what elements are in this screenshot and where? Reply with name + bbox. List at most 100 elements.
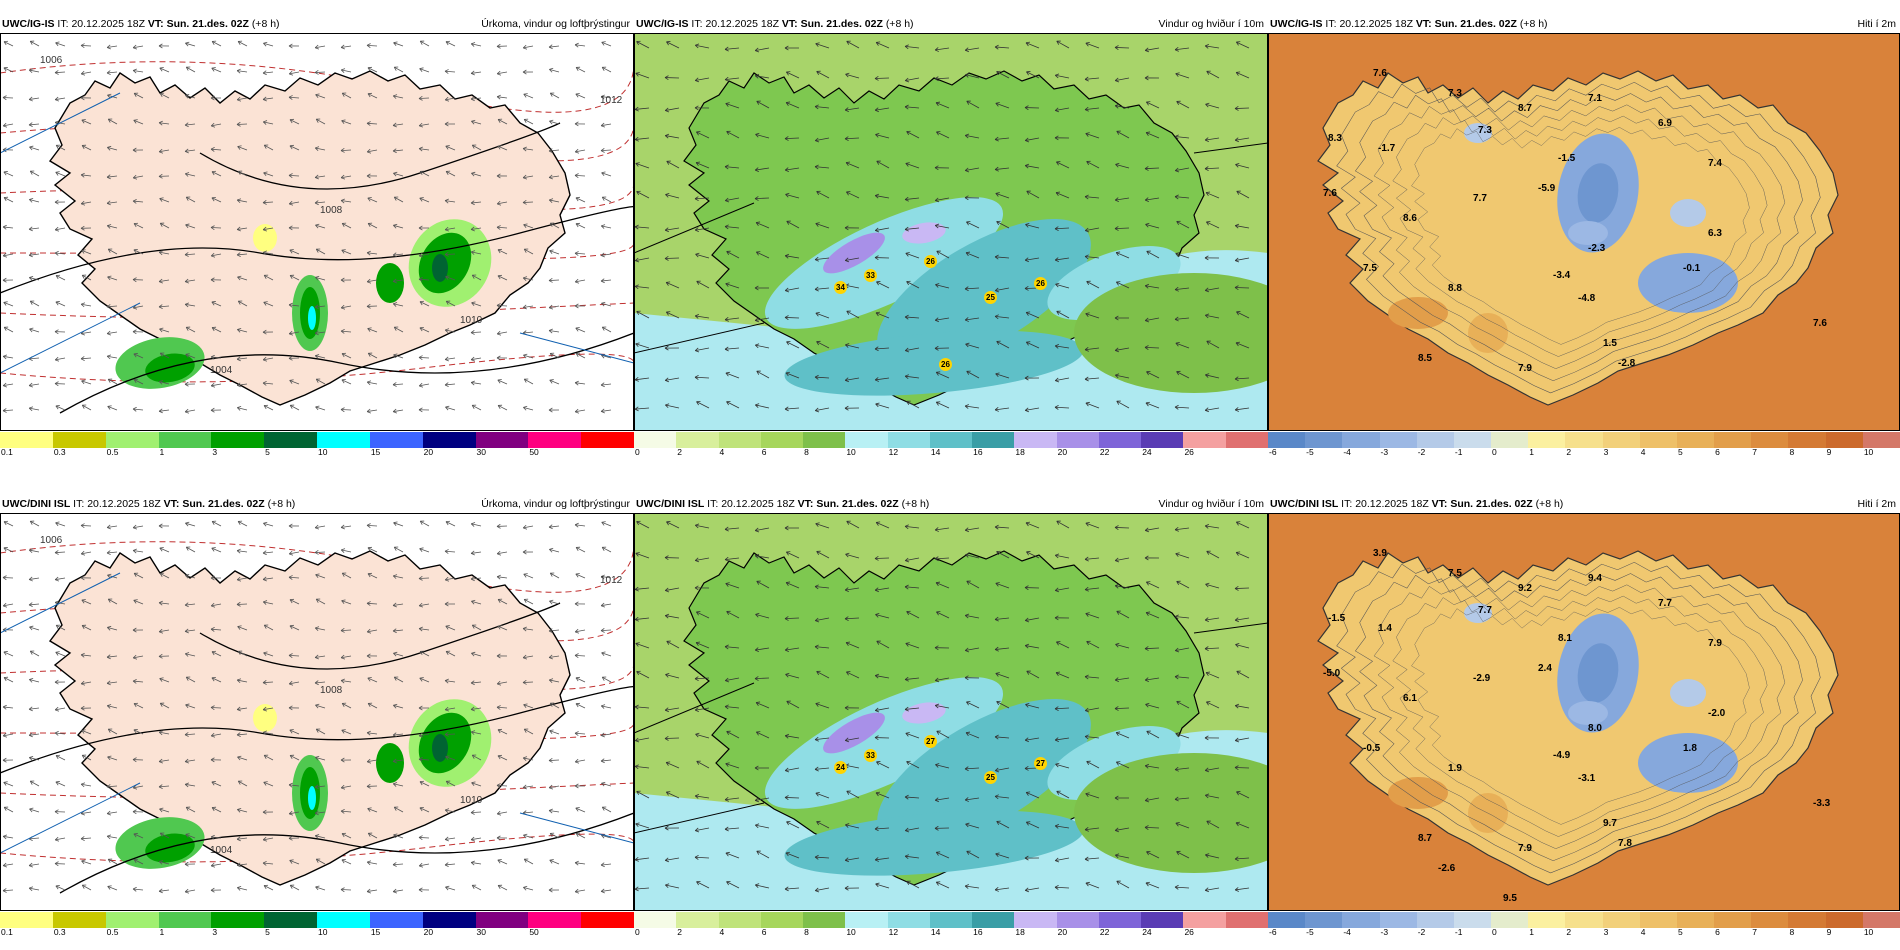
map-area: 1006 1008 1010 1012 1004 xyxy=(0,33,634,431)
colorbar-tick-label: 10 xyxy=(846,927,856,937)
run-info: UWC/DINI ISL IT: 20.12.2025 18Z VT: Sun.… xyxy=(2,495,295,513)
gust-value-label: 33 xyxy=(864,749,877,762)
colorbar-tick-label: 9 xyxy=(1826,447,1832,457)
colorbar-tick-label: 3 xyxy=(1603,447,1609,457)
colorbar-swatch xyxy=(1862,912,1900,928)
colorbar-tick-label: -6 xyxy=(1269,447,1277,457)
colorbar-swatch xyxy=(211,912,265,928)
gust-value-label: 24 xyxy=(834,761,847,774)
valid-time: Sun. 21.des. 02Z xyxy=(1450,498,1533,510)
colorbar-tick-label: 6 xyxy=(1715,927,1720,937)
colorbar-tick-label: 16 xyxy=(973,927,983,937)
run-info: UWC/IG-IS IT: 20.12.2025 18Z VT: Sun. 21… xyxy=(1270,15,1548,33)
isobar-label: 1006 xyxy=(40,535,63,546)
colorbar-swatch xyxy=(1676,432,1715,448)
vt-label: VT: xyxy=(163,498,180,510)
map-svg xyxy=(1268,513,1900,911)
colorbar: 0.1 0.3 0.5 1 3 5 10 15 20 30 50 xyxy=(0,432,635,457)
panel-title: Vindur og hviður í 10m xyxy=(1158,18,1264,30)
colorbar-tick-label: 7 xyxy=(1752,927,1758,937)
colorbar-tick-label: 8 xyxy=(804,927,809,937)
colorbar-tick-label: 10 xyxy=(318,927,328,937)
colorbar-tick-label: 30 xyxy=(476,447,486,457)
init-time: 20.12.2025 18Z xyxy=(71,18,145,30)
map-area: 3.9 7.5 9.2 9.4 7.7 -1.5 1.4 7.7 8.1 7.9 -5.0 -2.9 2… xyxy=(1268,513,1900,911)
colorbar-tick-label: 5 xyxy=(1677,447,1683,457)
vt-label: VT: xyxy=(1415,18,1432,30)
colorbar-tick-label: 18 xyxy=(1015,927,1025,937)
gust-value-label: 34 xyxy=(834,281,847,294)
map-area: 34 33 26 25 26 26 xyxy=(634,33,1268,431)
colorbar-swatch xyxy=(845,432,889,448)
colorbar-swatch xyxy=(1098,432,1142,448)
colorbar-tick-label: 7 xyxy=(1752,447,1758,457)
colorbar-tick-label: 0 xyxy=(635,447,640,457)
colorbar-swatch xyxy=(528,432,582,448)
colorbar-swatch xyxy=(1268,432,1306,448)
colorbar-swatch xyxy=(317,432,371,448)
colorbar-tick-label: -5 xyxy=(1306,447,1314,457)
lead-time: (+8 h) xyxy=(1535,498,1564,510)
colorbar-swatch xyxy=(1602,432,1641,448)
colorbar-tick-label: 20 xyxy=(423,927,434,937)
colorbar-swatch xyxy=(0,912,54,928)
panel-header: UWC/DINI ISL IT: 20.12.2025 18Z VT: Sun.… xyxy=(0,495,634,513)
colorbar-swatch xyxy=(1751,912,1789,928)
colorbar-swatch xyxy=(1491,432,1529,448)
map-svg: 1006 1008 1010 1012 1004 xyxy=(0,513,634,911)
colorbar-swatch xyxy=(887,432,931,448)
vt-label: VT: xyxy=(781,18,798,30)
colorbar-tick-label: 50 xyxy=(529,927,539,937)
colorbar-swatch xyxy=(52,912,107,928)
colorbar-swatch xyxy=(1056,912,1100,928)
precip-panel-dini: UWC/DINI ISL IT: 20.12.2025 18Z VT: Sun.… xyxy=(0,495,635,940)
colorbar-tick-label: -1 xyxy=(1454,447,1463,457)
panel-header: UWC/IG-IS IT: 20.12.2025 18Z VT: Sun. 21… xyxy=(0,15,634,33)
colorbar-swatch xyxy=(422,912,476,928)
colorbar-tick-label: -6 xyxy=(1269,927,1277,937)
colorbar-tick-label: 0.5 xyxy=(106,927,119,937)
colorbar-swatch xyxy=(1416,432,1455,448)
colorbar-tick-label: 10 xyxy=(1863,447,1874,457)
isobar-label: 1004 xyxy=(210,365,233,376)
model-name: UWC/DINI ISL xyxy=(1270,498,1339,510)
colorbar-tick-label: 6 xyxy=(761,927,767,937)
map-area: 7.6 7.3 8.7 7.1 6.9 8.3 -1.7 7.3 -1.5 7.4 7.6 7.7 -5… xyxy=(1268,33,1900,431)
panel-title: Úrkoma, vindur og loftþrýstingur xyxy=(481,498,630,510)
colorbar-swatch xyxy=(158,912,212,928)
colorbar-swatch xyxy=(1183,912,1227,928)
gust-value-label: 26 xyxy=(1034,277,1047,290)
colorbar-swatch xyxy=(1602,912,1641,928)
colorbar-swatch xyxy=(1141,432,1184,448)
vt-label: VT: xyxy=(1431,498,1448,510)
colorbar-swatch xyxy=(676,912,720,928)
colorbar-swatch xyxy=(1714,432,1752,448)
colorbar-swatch xyxy=(760,432,804,448)
colorbar-swatch xyxy=(422,432,476,448)
colorbar-tick-label: 0.3 xyxy=(53,927,66,937)
colorbar-tick-label: 2 xyxy=(677,927,682,937)
lead-time: (+8 h) xyxy=(267,498,296,510)
colorbar-tick-label: 10 xyxy=(318,447,328,457)
gust-value-label: 26 xyxy=(924,255,937,268)
init-time: 20.12.2025 18Z xyxy=(1355,498,1429,510)
colorbar-tick-label: 20 xyxy=(1057,927,1068,937)
colorbar-swatch xyxy=(1528,432,1566,448)
colorbar-swatch xyxy=(718,432,762,448)
run-info: UWC/DINI ISL IT: 20.12.2025 18Z VT: Sun.… xyxy=(636,495,929,513)
it-label: IT: xyxy=(1341,498,1353,510)
colorbar-swatch xyxy=(528,912,582,928)
colorbar-swatch xyxy=(1825,912,1864,928)
colorbar-tick-label: 24 xyxy=(1142,447,1152,457)
colorbar-tick-label: 22 xyxy=(1099,927,1110,937)
colorbar-tick-label: 3 xyxy=(212,927,218,937)
colorbar: 0 2 4 6 8 10 12 14 16 18 20 22 24 26 xyxy=(634,432,1269,457)
map-svg: 1006 1008 1010 1012 1004 xyxy=(0,33,634,431)
colorbar-swatch xyxy=(803,912,846,928)
run-info: UWC/DINI ISL IT: 20.12.2025 18Z VT: Sun.… xyxy=(1270,495,1563,513)
colorbar-swatch xyxy=(1788,912,1827,928)
colorbar-swatch xyxy=(929,432,973,448)
wind-panel-dini: UWC/DINI ISL IT: 20.12.2025 18Z VT: Sun.… xyxy=(634,495,1269,940)
colorbar-tick-label: 0.3 xyxy=(53,447,66,457)
colorbar-swatch xyxy=(1565,432,1604,448)
